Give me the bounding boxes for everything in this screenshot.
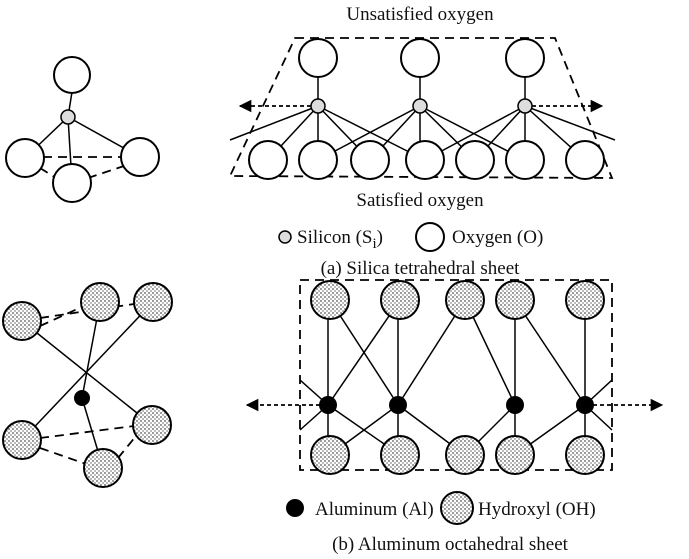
bond <box>229 105 319 141</box>
silica-sheet <box>228 37 616 180</box>
atom <box>565 140 605 180</box>
caption: (b) Aluminum octahedral sheet <box>332 534 569 555</box>
atom <box>298 140 338 180</box>
legend-icon <box>440 491 474 525</box>
atom <box>495 435 535 475</box>
legend-label: Silicon (Si) <box>297 227 383 252</box>
atom <box>389 396 407 414</box>
bond <box>524 105 616 141</box>
atom <box>248 140 288 180</box>
tetrahedron <box>5 56 160 203</box>
octahedron <box>2 282 173 488</box>
atom <box>445 280 485 320</box>
legend-icon <box>415 222 445 252</box>
atom <box>380 280 420 320</box>
legend-icon <box>278 230 292 244</box>
atom <box>576 396 594 414</box>
legend-label: Hydroxyl (OH) <box>478 499 596 520</box>
legend-label: Aluminum (Al) <box>315 499 434 520</box>
atom <box>405 140 445 180</box>
atom <box>310 280 350 320</box>
atom <box>565 435 605 475</box>
label: Unsatisfied oxygen <box>346 4 494 25</box>
atom <box>495 280 535 320</box>
legend-icon <box>286 499 304 517</box>
atom <box>319 396 337 414</box>
caption: (a) Silica tetrahedral sheet <box>321 258 521 279</box>
atom <box>380 435 420 475</box>
legend-label: Oxygen (O) <box>452 227 543 248</box>
bond <box>329 299 399 406</box>
aluminum-sheet <box>245 279 664 475</box>
atom <box>455 140 495 180</box>
atom <box>350 140 390 180</box>
atom <box>506 396 524 414</box>
bond <box>397 299 466 406</box>
atom <box>310 435 350 475</box>
label: Satisfied oxygen <box>356 190 484 211</box>
atom <box>565 280 605 320</box>
atom <box>445 435 485 475</box>
bond <box>514 299 586 406</box>
atom <box>505 140 545 180</box>
